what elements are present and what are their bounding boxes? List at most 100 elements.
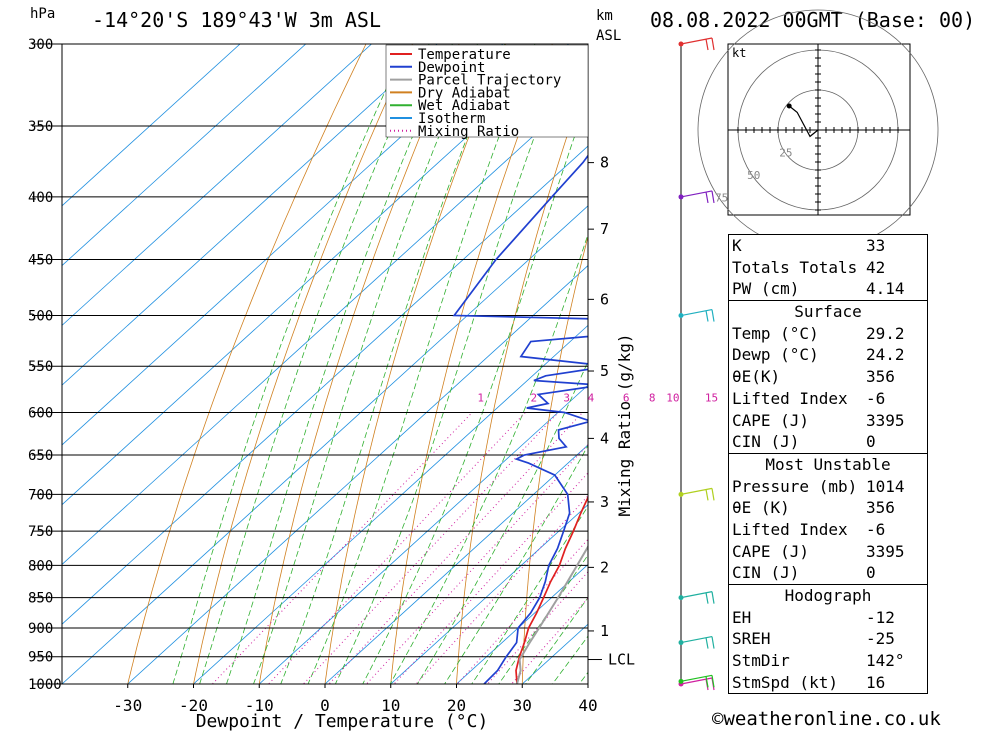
hodograph-index-row: StmSpd (kt) 16 bbox=[729, 672, 927, 694]
wind-barbs bbox=[678, 37, 715, 691]
wind-barb-shaft bbox=[680, 37, 713, 45]
x-tick-label: -20 bbox=[179, 696, 208, 715]
dry-adiabat-line bbox=[946, 7, 988, 710]
height-tick-label: 4 bbox=[600, 429, 609, 447]
isotherm-line bbox=[390, 504, 588, 684]
wind-barb-flag bbox=[705, 592, 709, 604]
mixing-ratio-line bbox=[267, 412, 526, 684]
mixing-ratio-axis-title: Mixing Ratio (g/kg) bbox=[615, 333, 634, 516]
surface-index-row: CAPE (J) 3395 bbox=[729, 410, 927, 432]
index-label: Dewp (°C) bbox=[732, 345, 819, 365]
wind-barb-flag bbox=[705, 191, 709, 204]
x-tick-label: 20 bbox=[447, 696, 466, 715]
mixing-ratio-line bbox=[510, 597, 588, 684]
wind-barb-shaft bbox=[680, 591, 713, 599]
dry-adiabat-line bbox=[258, 44, 460, 684]
hodograph-index-row: EH -12 bbox=[729, 607, 927, 629]
index-label: CIN (J) bbox=[732, 563, 800, 583]
pressure-unit-label: hPa bbox=[30, 6, 56, 22]
series-parcel-trajectory bbox=[516, 544, 588, 684]
index-value: 33 bbox=[866, 236, 886, 255]
index-label: EH bbox=[732, 607, 752, 627]
index-value: 0 bbox=[866, 432, 876, 452]
index-label: SREH bbox=[732, 629, 771, 649]
run-date-label: 08.08.2022 00GMT (Base: 00) bbox=[650, 8, 976, 32]
pressure-tick-label: 350 bbox=[28, 119, 53, 135]
hodograph-ring-label: 50 bbox=[747, 169, 760, 182]
copyright-label: ©weatheronline.co.uk bbox=[712, 708, 941, 730]
most-unstable-index-row: θE (K) 356 bbox=[729, 497, 927, 519]
mixing-ratio-label: 4 bbox=[588, 392, 595, 405]
x-tick-label: 40 bbox=[578, 696, 597, 715]
index-value: 42 bbox=[866, 257, 886, 277]
index-value: 356 bbox=[866, 498, 895, 518]
surface-index-row: CIN (J) 0 bbox=[729, 431, 927, 453]
index-value: -6 bbox=[866, 388, 886, 408]
wind-barb-flag bbox=[711, 37, 715, 51]
x-tick-label: 0 bbox=[320, 696, 330, 715]
index-value: 0 bbox=[866, 563, 876, 583]
indices-table: K 33 Totals Totals 42 PW (cm) 4.14 Surface Tem… bbox=[728, 234, 928, 695]
mixing-ratio-line bbox=[211, 412, 473, 684]
isotherm-line bbox=[62, 44, 241, 207]
legend-box bbox=[385, 44, 589, 138]
wet-adiabat-line bbox=[551, 635, 588, 684]
pressure-tick-label: 750 bbox=[28, 524, 53, 540]
height-unit-km: km bbox=[596, 8, 613, 24]
index-label: StmSpd (kt) bbox=[732, 672, 838, 692]
isotherm-line bbox=[62, 205, 588, 684]
index-value: 3395 bbox=[866, 541, 905, 561]
legend-label: Temperature bbox=[418, 47, 511, 63]
index-label: CIN (J) bbox=[732, 432, 800, 452]
index-label: Temp (°C) bbox=[732, 323, 819, 343]
pressure-tick-label: 1000 bbox=[28, 677, 62, 693]
plot-frame bbox=[61, 43, 589, 685]
hodograph-section-title: Hodograph bbox=[784, 586, 872, 605]
wind-barb-flag bbox=[711, 675, 715, 688]
general-index-row: K 33 bbox=[729, 235, 927, 257]
axis-labels: 12346810152025-30-20-10010203040Dewpoint… bbox=[113, 154, 769, 732]
most-unstable-section-title: Most Unstable bbox=[765, 454, 891, 474]
index-value: 16 bbox=[866, 672, 886, 692]
dry-adiabat-line bbox=[521, 234, 588, 684]
index-label: Lifted Index bbox=[732, 519, 848, 539]
dry-adiabat-line bbox=[324, 44, 507, 684]
wet-adiabat-line bbox=[334, 44, 570, 684]
index-label: CAPE (J) bbox=[732, 541, 810, 561]
wet-adiabat-line bbox=[444, 444, 588, 684]
wet-adiabat-line bbox=[362, 96, 588, 684]
mixing-ratio-line bbox=[486, 571, 588, 684]
index-value: 4.14 bbox=[866, 279, 905, 299]
wet-adiabat-line bbox=[498, 554, 588, 684]
legend-label: Parcel Trajectory bbox=[418, 73, 561, 89]
isotherm-line bbox=[62, 44, 373, 326]
index-label: Totals Totals bbox=[732, 257, 858, 277]
series-temperature bbox=[515, 495, 588, 684]
legend-label: Wet Adiabat bbox=[418, 98, 511, 114]
most-unstable-index-row: CAPE (J) 3395 bbox=[729, 541, 927, 563]
surface-index-row: Lifted Index -6 bbox=[729, 388, 927, 410]
pressure-tick-label: 300 bbox=[28, 37, 53, 53]
hodograph-ring-label: 25 bbox=[779, 146, 792, 159]
height-tick-label: 2 bbox=[600, 558, 609, 576]
wet-adiabat-line bbox=[253, 44, 479, 684]
isotherm-line bbox=[62, 44, 438, 386]
height-tick-label: 6 bbox=[600, 290, 609, 308]
wind-barb-flag bbox=[705, 637, 709, 649]
pressure-tick-label: 500 bbox=[28, 309, 53, 325]
index-label: θE(K) bbox=[732, 367, 781, 387]
mixing-ratio-label: 6 bbox=[623, 392, 630, 405]
surface-index-row: θE(K) 356 bbox=[729, 366, 927, 388]
hodograph-endpoint bbox=[786, 103, 792, 109]
index-value: 1014 bbox=[866, 476, 905, 496]
index-label: StmDir bbox=[732, 651, 790, 671]
wet-adiabat-line bbox=[280, 44, 506, 684]
wind-barb-flag bbox=[705, 489, 709, 501]
index-value: 29.2 bbox=[866, 323, 905, 343]
isotherm-line bbox=[62, 145, 588, 625]
mixing-ratio-label: 1 bbox=[477, 392, 484, 405]
surface-indices: Surface Temp (°C) 29.2 Dewp (°C) 24.2 θE(K) 35… bbox=[729, 300, 927, 453]
x-axis-title: Dewpoint / Temperature (°C) bbox=[196, 711, 489, 732]
dry-adiabat-line bbox=[456, 73, 588, 684]
height-tick-label: 3 bbox=[600, 493, 609, 511]
